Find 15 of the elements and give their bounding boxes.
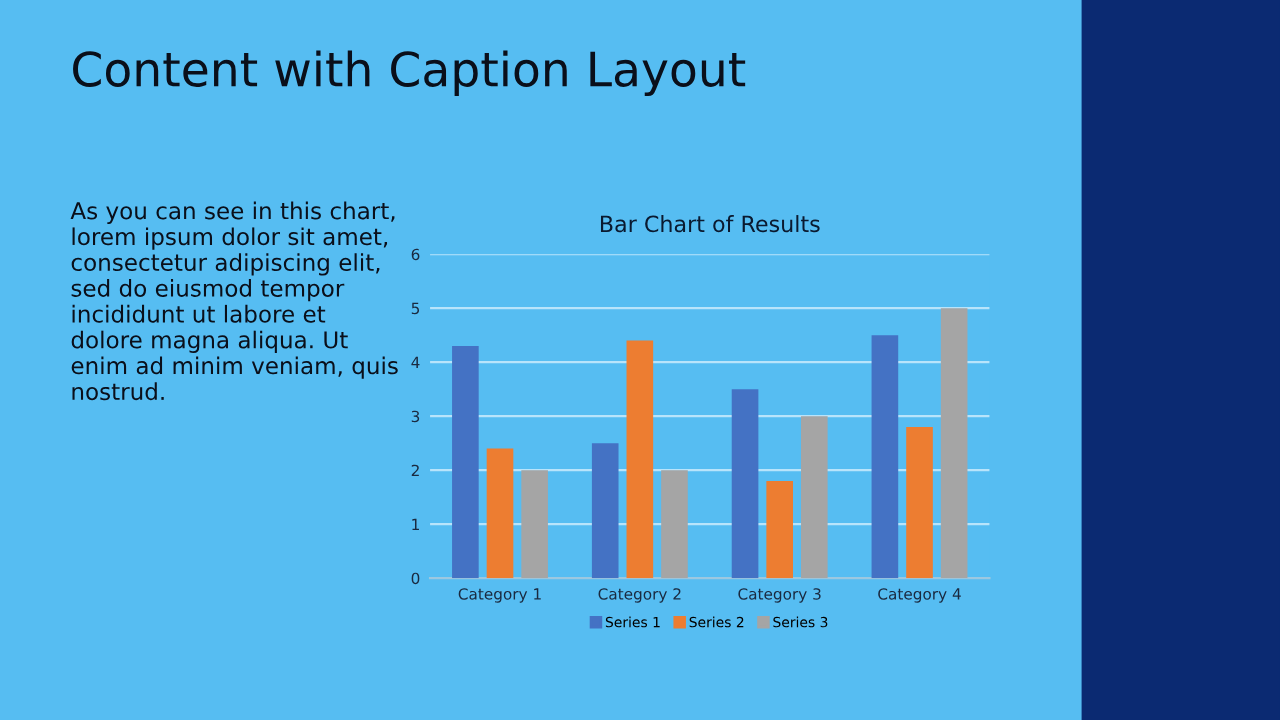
bar [626,340,654,579]
bar [731,389,759,579]
bar [486,448,514,579]
chart-title: Bar Chart of Results [600,215,820,233]
text: Content with Caption Layout [73,50,746,97]
bar [591,443,619,579]
bar [871,335,899,579]
bar [940,308,968,579]
bar [906,426,933,579]
bar [452,345,479,579]
bar [521,470,548,579]
bar [661,470,688,579]
bar [800,416,828,579]
text: As you can see in this chart, lorem ipsum dolor sit amet, consectetur adipiscing elit, sed do eiusmod tempor incididunt ut labore et dolore magna aliqua. Ut enim ad minim veniam, quis nostrud. [70,201,398,401]
bar [766,480,793,579]
